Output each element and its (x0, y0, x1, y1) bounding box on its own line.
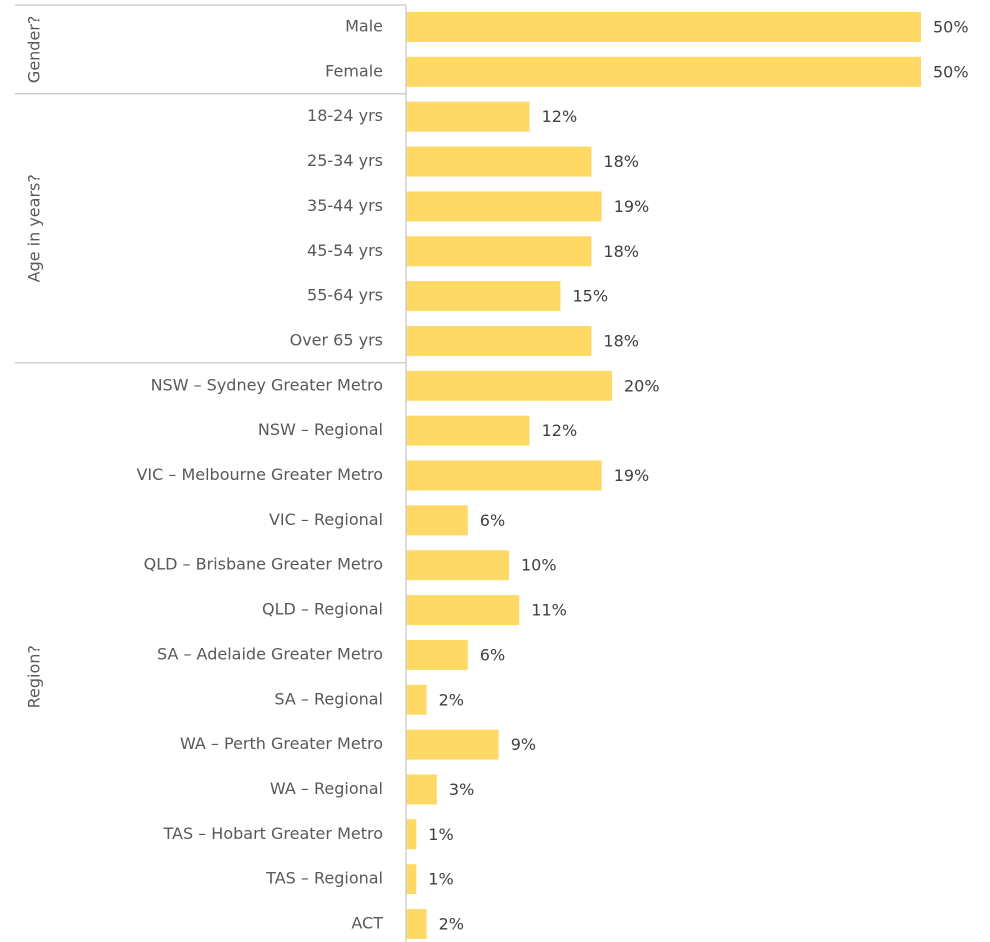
category-label: TAS – Hobart Greater Metro (162, 824, 383, 843)
value-label: 50% (933, 62, 969, 81)
bar (406, 864, 417, 895)
bar (406, 415, 530, 446)
group-label: Region? (25, 645, 44, 708)
value-label: 19% (614, 197, 650, 216)
category-label: QLD – Regional (262, 600, 383, 619)
category-label: 55-64 yrs (307, 286, 383, 305)
bar (406, 325, 592, 356)
category-label: SA – Adelaide Greater Metro (157, 644, 383, 663)
category-label: TAS – Regional (265, 869, 383, 888)
value-label: 6% (480, 645, 505, 664)
bar (406, 12, 921, 42)
bar (406, 774, 437, 805)
category-label: VIC – Melbourne Greater Metro (136, 465, 383, 484)
bar (406, 729, 499, 760)
bar (406, 819, 417, 850)
category-label: NSW – Sydney Greater Metro (151, 375, 383, 394)
bar (406, 550, 509, 581)
group-label: Age in years? (25, 174, 44, 282)
value-label: 6% (480, 511, 505, 530)
bar (406, 370, 612, 401)
value-label: 12% (542, 421, 578, 440)
bar (406, 460, 602, 491)
value-label: 2% (439, 690, 464, 709)
bar (406, 505, 468, 536)
category-label: 35-44 yrs (307, 196, 383, 215)
category-label: Male (345, 17, 383, 36)
bar (406, 236, 592, 267)
category-label: NSW – Regional (258, 420, 383, 439)
bar (406, 909, 427, 939)
category-label: 45-54 yrs (307, 241, 383, 260)
category-label: 18-24 yrs (307, 106, 383, 125)
category-label: Female (325, 61, 383, 80)
value-label: 15% (573, 287, 609, 306)
category-label: 25-34 yrs (307, 151, 383, 170)
bar (406, 191, 602, 222)
value-label: 18% (603, 152, 639, 171)
category-label: ACT (351, 914, 383, 933)
value-label: 9% (511, 735, 536, 754)
value-label: 11% (531, 601, 567, 620)
category-label: VIC – Regional (269, 510, 383, 529)
category-label: WA – Perth Greater Metro (180, 734, 383, 753)
value-label: 19% (614, 466, 650, 485)
category-label: Over 65 yrs (290, 330, 383, 349)
value-label: 12% (542, 107, 578, 126)
value-label: 3% (449, 780, 474, 799)
bar (406, 281, 561, 312)
bar (406, 639, 468, 670)
value-label: 18% (603, 242, 639, 261)
value-label: 18% (603, 331, 639, 350)
value-label: 1% (428, 870, 453, 889)
value-label: 1% (428, 825, 453, 844)
value-label: 2% (439, 915, 464, 934)
bar (406, 101, 530, 132)
bar (406, 146, 592, 177)
category-label: WA – Regional (270, 779, 383, 798)
bar (406, 595, 520, 626)
category-label: QLD – Brisbane Greater Metro (144, 555, 383, 574)
value-label: 20% (624, 376, 660, 395)
value-label: 50% (933, 18, 969, 37)
group-label: Gender? (25, 16, 44, 83)
bar (406, 56, 921, 87)
bar (406, 684, 427, 715)
value-label: 10% (521, 556, 557, 575)
category-label: SA – Regional (274, 689, 383, 708)
